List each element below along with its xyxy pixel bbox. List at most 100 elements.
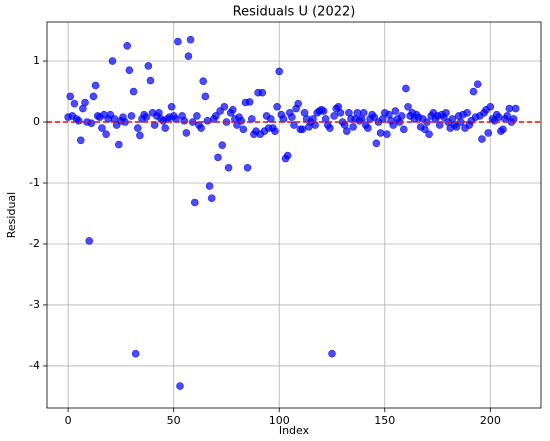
y-tick-label: -4 bbox=[29, 359, 40, 372]
x-tick-label: 200 bbox=[480, 414, 501, 427]
point bbox=[85, 237, 94, 245]
point bbox=[273, 102, 281, 111]
point bbox=[127, 112, 136, 120]
point bbox=[81, 98, 89, 107]
point bbox=[283, 151, 292, 160]
point bbox=[74, 116, 83, 125]
point bbox=[76, 136, 85, 145]
y-tick-label: 1 bbox=[33, 54, 40, 67]
point bbox=[383, 130, 391, 139]
point bbox=[469, 87, 478, 96]
point bbox=[511, 104, 520, 113]
point bbox=[89, 92, 98, 101]
point bbox=[484, 129, 493, 137]
point bbox=[319, 107, 328, 115]
point bbox=[271, 127, 279, 135]
point bbox=[266, 115, 275, 123]
point bbox=[505, 104, 514, 113]
point bbox=[102, 130, 110, 139]
point bbox=[201, 92, 210, 101]
point bbox=[349, 123, 357, 131]
x-tick-label: 150 bbox=[374, 414, 395, 427]
y-tick-label: -2 bbox=[29, 237, 40, 250]
point bbox=[142, 113, 151, 121]
point bbox=[421, 125, 429, 134]
point bbox=[207, 194, 216, 203]
point bbox=[404, 102, 412, 111]
point bbox=[108, 57, 117, 65]
point bbox=[290, 121, 298, 129]
point bbox=[144, 62, 153, 70]
point bbox=[203, 116, 212, 125]
point bbox=[425, 130, 433, 139]
point bbox=[494, 113, 503, 121]
point bbox=[220, 102, 229, 111]
y-axis-label: Residual bbox=[5, 192, 18, 238]
point bbox=[239, 125, 248, 134]
point bbox=[228, 106, 237, 114]
point bbox=[87, 119, 96, 128]
point bbox=[342, 127, 351, 135]
point bbox=[123, 41, 132, 50]
point bbox=[399, 125, 408, 134]
point bbox=[182, 129, 191, 137]
point bbox=[294, 99, 303, 108]
y-tick-label: 0 bbox=[33, 115, 40, 128]
point bbox=[243, 163, 252, 172]
point bbox=[212, 112, 220, 120]
x-tick-label: 100 bbox=[269, 414, 290, 427]
x-axis-label: Index bbox=[279, 424, 310, 437]
point bbox=[129, 87, 138, 96]
point bbox=[486, 102, 495, 111]
point bbox=[176, 382, 184, 390]
point bbox=[174, 37, 182, 46]
point bbox=[218, 141, 227, 149]
point bbox=[180, 116, 189, 125]
point bbox=[197, 124, 205, 132]
x-tick-label: 50 bbox=[167, 414, 181, 427]
point bbox=[330, 112, 338, 120]
point bbox=[372, 139, 381, 148]
y-tick-label: -1 bbox=[29, 176, 40, 189]
point bbox=[167, 102, 176, 111]
point bbox=[186, 35, 195, 44]
point bbox=[237, 116, 246, 125]
point bbox=[199, 77, 208, 85]
point bbox=[359, 109, 368, 117]
point bbox=[402, 84, 410, 93]
point bbox=[190, 198, 199, 207]
point bbox=[114, 140, 123, 149]
point bbox=[193, 112, 201, 120]
x-tick-label: 0 bbox=[65, 414, 72, 427]
point bbox=[473, 80, 482, 88]
point bbox=[205, 182, 214, 190]
point bbox=[463, 109, 471, 117]
point bbox=[184, 52, 193, 60]
point bbox=[66, 92, 75, 101]
point bbox=[70, 99, 79, 108]
point bbox=[336, 109, 345, 117]
point bbox=[275, 67, 284, 76]
chart-title: Residuals U (2022) bbox=[233, 5, 356, 20]
point bbox=[478, 135, 486, 143]
y-tick-label: -3 bbox=[29, 298, 40, 311]
point bbox=[91, 81, 100, 90]
point bbox=[125, 66, 134, 74]
point bbox=[131, 349, 140, 358]
point bbox=[503, 112, 512, 120]
point bbox=[98, 124, 106, 132]
point bbox=[214, 153, 222, 162]
point bbox=[499, 125, 507, 134]
point bbox=[136, 131, 144, 140]
point bbox=[298, 125, 307, 134]
point bbox=[397, 112, 406, 120]
point bbox=[391, 107, 400, 115]
point bbox=[258, 88, 267, 97]
point bbox=[326, 124, 334, 132]
point bbox=[353, 109, 362, 117]
point bbox=[452, 123, 461, 131]
point bbox=[376, 129, 385, 137]
point bbox=[245, 98, 254, 106]
point bbox=[370, 113, 379, 121]
